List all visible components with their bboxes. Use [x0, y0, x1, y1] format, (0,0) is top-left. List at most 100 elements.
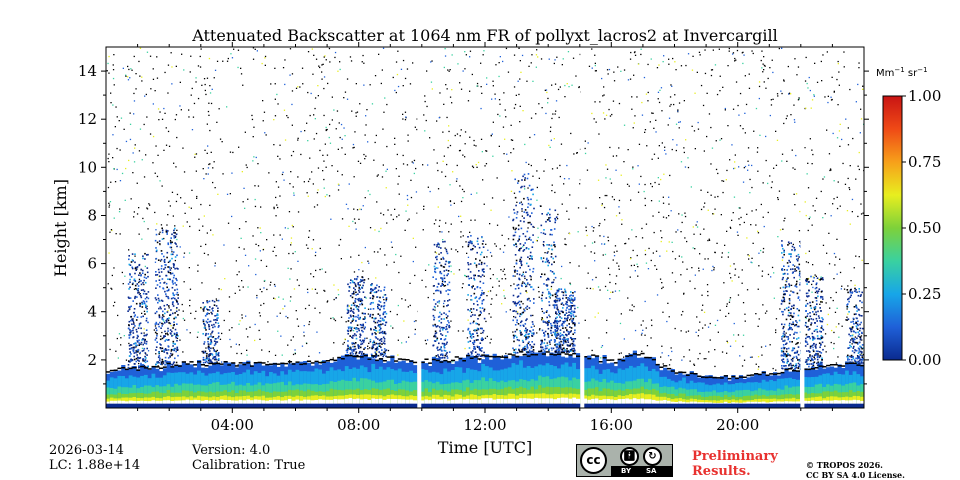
- cloud-pixel: [574, 307, 576, 310]
- noise-pixel: [259, 288, 261, 290]
- noise-pixel: [677, 229, 679, 231]
- noise-pixel: [240, 352, 243, 355]
- cloud-pixel: [520, 260, 523, 263]
- noise-pixel: [430, 81, 433, 83]
- noise-pixel: [169, 239, 172, 242]
- noise-pixel: [726, 305, 728, 307]
- cloud-pixel: [544, 345, 547, 347]
- noise-pixel: [431, 60, 433, 62]
- cloud-pixel: [158, 240, 161, 242]
- noise-pixel: [184, 212, 186, 214]
- cloud-pixel: [164, 322, 166, 324]
- cloud-pixel: [375, 291, 378, 293]
- cloud-pixel: [527, 351, 529, 353]
- noise-pixel: [748, 258, 750, 260]
- cloud-pixel: [378, 339, 381, 342]
- cloud-pixel: [569, 349, 572, 351]
- cloud-pixel: [442, 258, 445, 260]
- cloud-pixel: [155, 271, 157, 273]
- cloud-pixel: [354, 353, 357, 355]
- noise-pixel: [183, 281, 185, 283]
- cloud-pixel: [528, 184, 531, 187]
- cloud-pixel: [440, 348, 442, 350]
- noise-pixel: [319, 149, 321, 152]
- cloud-pixel: [570, 350, 572, 352]
- cloud-pixel: [177, 268, 179, 270]
- cloud-pixel: [384, 311, 387, 313]
- cloud-pixel: [532, 188, 534, 191]
- cloud-pixel: [525, 338, 527, 341]
- cloud-pixel: [158, 315, 161, 318]
- noise-pixel: [644, 300, 646, 303]
- cloud-pixel: [145, 300, 148, 303]
- cloud-pixel: [473, 341, 476, 343]
- noise-pixel: [463, 190, 465, 193]
- cloud-pixel: [131, 283, 134, 286]
- noise-pixel: [446, 88, 448, 90]
- noise-pixel: [259, 338, 261, 340]
- noise-pixel: [630, 199, 632, 201]
- noise-pixel: [436, 162, 438, 164]
- noise-pixel: [694, 287, 696, 290]
- cloud-pixel: [353, 342, 356, 345]
- noise-pixel: [771, 181, 773, 183]
- cloud-pixel: [147, 275, 149, 278]
- cloud-pixel: [530, 345, 533, 348]
- cloud-pixel: [434, 323, 436, 326]
- cloud-pixel: [142, 338, 144, 340]
- cloud-pixel: [436, 258, 438, 261]
- noise-pixel: [182, 317, 184, 320]
- cloud-pixel: [435, 326, 438, 328]
- noise-pixel: [805, 252, 807, 255]
- noise-pixel: [714, 208, 716, 210]
- cloud-pixel: [167, 327, 169, 330]
- cloud-pixel: [134, 284, 137, 287]
- noise-pixel: [133, 326, 135, 329]
- noise-pixel: [839, 271, 842, 274]
- cloud-pixel: [528, 335, 530, 338]
- noise-pixel: [413, 159, 416, 162]
- noise-pixel: [561, 265, 563, 268]
- noise-pixel: [398, 271, 400, 274]
- noise-pixel: [743, 54, 745, 56]
- noise-pixel: [706, 135, 708, 138]
- noise-pixel: [499, 248, 501, 250]
- noise-pixel: [252, 136, 254, 138]
- cloud-pixel: [364, 337, 366, 340]
- cloud-pixel: [470, 235, 472, 237]
- cloud-pixel: [574, 325, 576, 327]
- noise-pixel: [208, 102, 210, 104]
- noise-pixel: [380, 227, 382, 230]
- noise-pixel: [807, 292, 809, 294]
- noise-pixel: [631, 304, 633, 306]
- noise-pixel: [496, 224, 499, 226]
- noise-pixel: [293, 288, 296, 290]
- noise-pixel: [620, 70, 622, 72]
- cloud-pixel: [167, 330, 169, 332]
- cloud-pixel: [473, 277, 475, 280]
- noise-pixel: [727, 65, 729, 67]
- cloud-pixel: [540, 343, 542, 346]
- noise-pixel: [227, 222, 230, 224]
- cloud-pixel: [142, 257, 144, 260]
- noise-pixel: [761, 354, 763, 356]
- cloud-pixel: [160, 265, 163, 267]
- cloud-pixel: [443, 339, 446, 341]
- cloud-pixel: [555, 336, 557, 338]
- noise-pixel: [359, 162, 362, 164]
- noise-pixel: [129, 123, 132, 125]
- cloud-pixel: [160, 361, 163, 363]
- noise-pixel: [443, 66, 445, 69]
- cloud-pixel: [571, 305, 573, 307]
- noise-pixel: [797, 99, 800, 101]
- noise-pixel: [382, 128, 384, 130]
- cloud-pixel: [202, 310, 205, 312]
- noise-pixel: [503, 295, 505, 297]
- noise-pixel: [503, 289, 505, 291]
- noise-pixel: [584, 140, 586, 142]
- noise-pixel: [160, 335, 162, 337]
- noise-pixel: [313, 206, 316, 208]
- cloud-pixel: [177, 297, 179, 299]
- noise-pixel: [356, 111, 359, 113]
- cloud-pixel: [214, 358, 216, 361]
